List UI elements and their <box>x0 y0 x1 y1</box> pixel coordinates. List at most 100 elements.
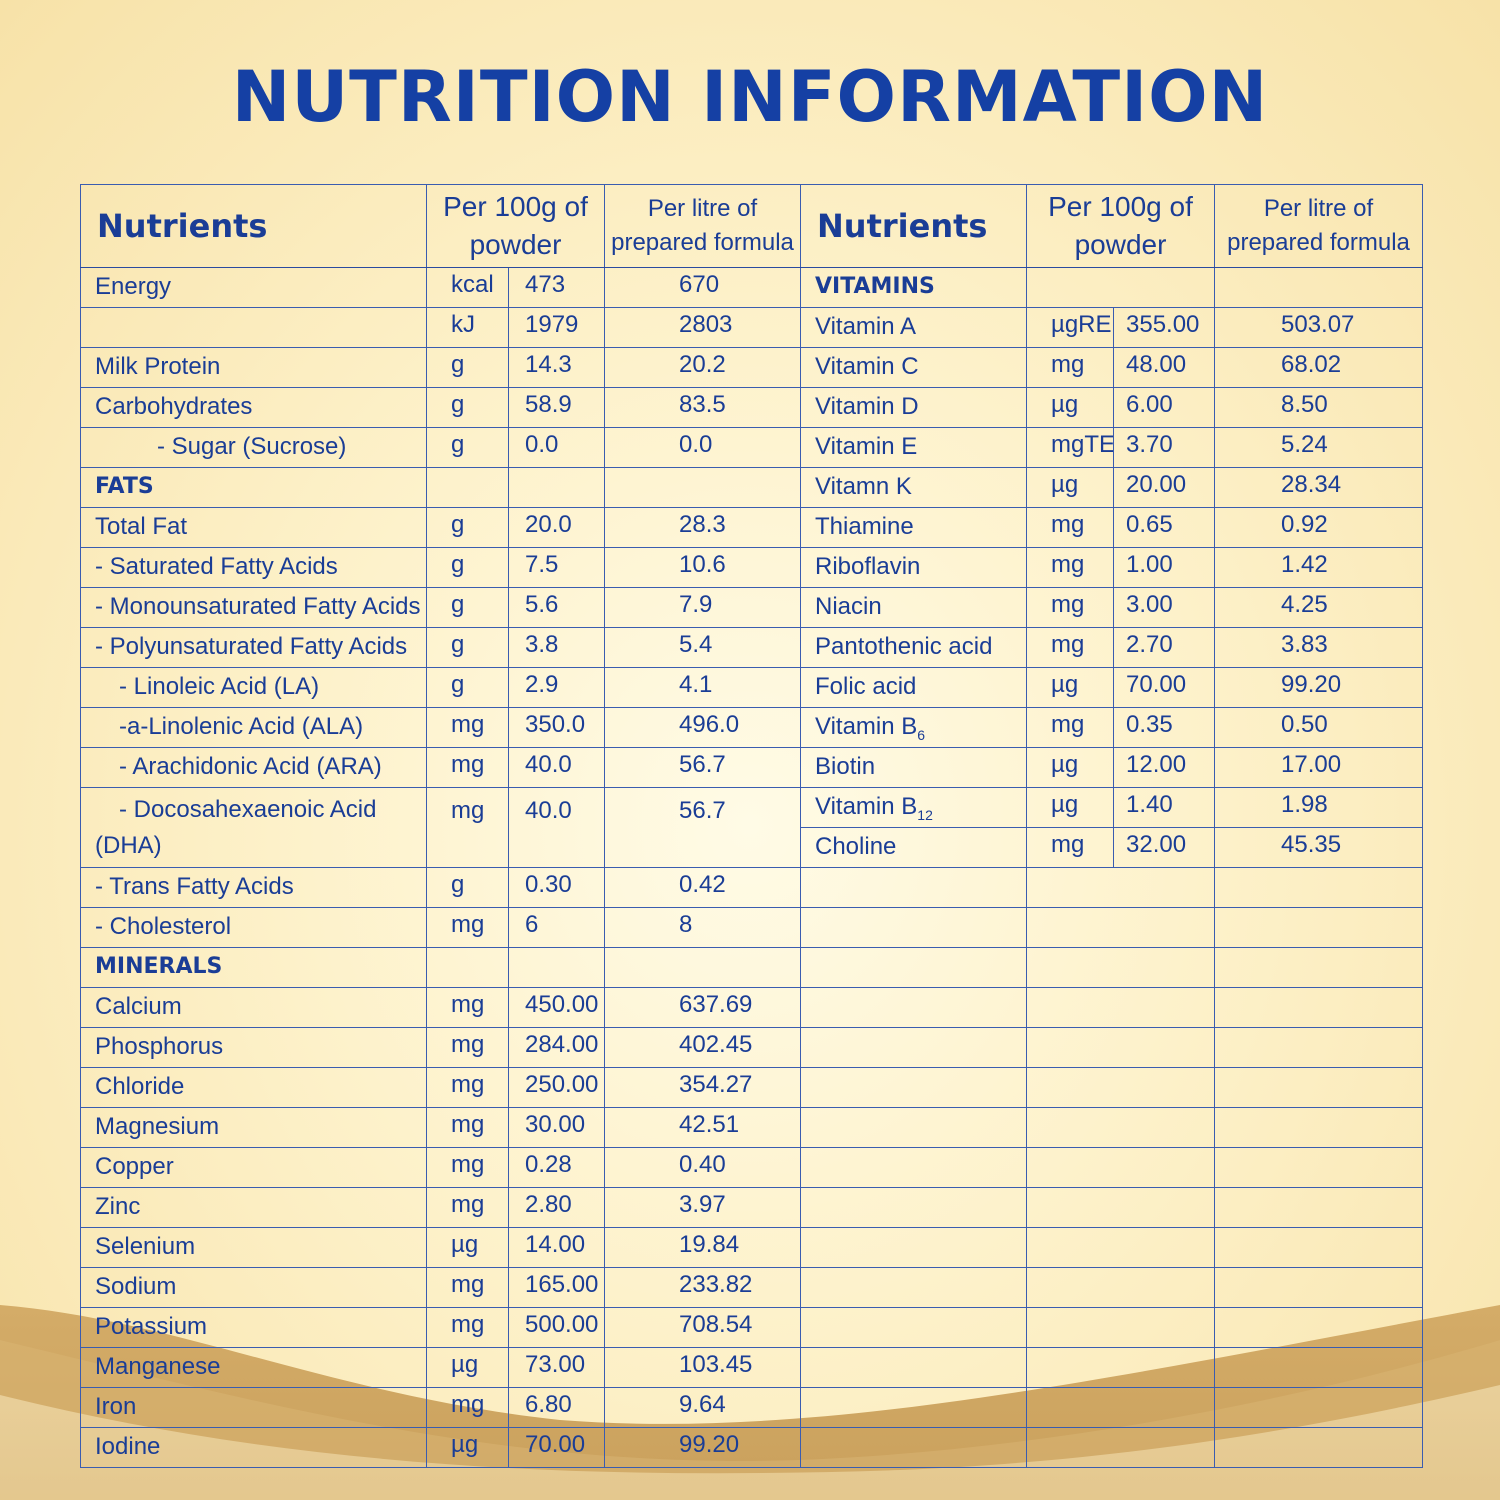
empty-cell <box>1214 1227 1423 1268</box>
nutrient-unit: g <box>426 547 509 588</box>
vitamin-perlitre: 0.50 <box>1214 707 1423 748</box>
table-row: - Monounsaturated Fatty Acids g 5.6 7.9 … <box>80 587 1423 628</box>
mineral-per100: 70.00 <box>508 1427 605 1468</box>
mineral-name: Manganese <box>80 1347 427 1388</box>
empty-cell <box>1214 1147 1423 1188</box>
table-row: FATS Vitamn K µg 20.00 28.34 <box>80 467 1423 508</box>
table-row: Sodium mg 165.00 233.82 <box>80 1267 1423 1308</box>
nutrient-unit: g <box>426 427 509 468</box>
nutrient-unit: g <box>426 667 509 708</box>
header-row: Nutrients Per 100g of powder Per litre o… <box>80 184 1423 268</box>
perlitre-value: 496.0 <box>604 707 801 748</box>
mineral-perlitre: 103.45 <box>604 1347 801 1388</box>
empty-cell <box>1214 1267 1423 1308</box>
empty-cell <box>1026 1347 1215 1388</box>
vitamin-per100: 355.00 <box>1113 307 1215 348</box>
vitamin-perlitre: 68.02 <box>1214 347 1423 388</box>
vitamin-unit: mg <box>1026 347 1114 388</box>
table-row: Copper mg 0.28 0.40 <box>80 1147 1423 1188</box>
vitamin-name: Vitamin D <box>800 387 1027 428</box>
empty-cell <box>1026 1387 1215 1428</box>
vitamin-unit: mg <box>1026 507 1114 548</box>
table-row: kJ 1979 2803 Vitamin A µgRE 355.00 503.0… <box>80 307 1423 348</box>
mineral-unit: µg <box>426 1347 509 1388</box>
mineral-per100: 14.00 <box>508 1227 605 1268</box>
nutrient-name: -a-Linolenic Acid (ALA) <box>80 707 427 748</box>
empty-cell <box>800 947 1027 988</box>
perlitre-value: 83.5 <box>604 387 801 428</box>
empty-cell <box>800 1147 1027 1188</box>
vitamin-perlitre: 503.07 <box>1214 307 1423 348</box>
header-perlitre-right: Per litre of prepared formula <box>1214 184 1423 268</box>
empty-cell <box>1214 1347 1423 1388</box>
vitamin-name: Riboflavin <box>800 547 1027 588</box>
vitamin-perlitre: 0.92 <box>1214 507 1423 548</box>
empty-cell <box>604 947 801 988</box>
vitamin-subscript: 12 <box>917 807 933 823</box>
header-perlitre-line2: prepared formula <box>1227 229 1410 256</box>
empty-cell <box>1026 1027 1215 1068</box>
header-per100-line1: Per 100g of <box>443 191 588 222</box>
empty-cell <box>1026 1427 1215 1468</box>
perlitre-value: 0.0 <box>604 427 801 468</box>
vitamin-unit: µgRE <box>1026 307 1114 348</box>
empty-cell <box>1214 1387 1423 1428</box>
mineral-unit: mg <box>426 1027 509 1068</box>
vitamin-name: Vitamn K <box>800 467 1027 508</box>
empty-cell <box>1214 947 1423 988</box>
empty-cell <box>800 907 1027 948</box>
empty-cell <box>1026 1227 1215 1268</box>
mineral-unit: mg <box>426 987 509 1028</box>
mineral-perlitre: 3.97 <box>604 1187 801 1228</box>
empty-cell <box>426 467 509 508</box>
empty-cell <box>800 1347 1027 1388</box>
nutrient-name: - Linoleic Acid (LA) <box>80 667 427 708</box>
mineral-unit: mg <box>426 1387 509 1428</box>
empty-cell <box>1214 987 1423 1028</box>
per100-value: 6 <box>508 907 605 948</box>
nutrient-unit: mg <box>426 747 509 788</box>
mineral-perlitre: 99.20 <box>604 1427 801 1468</box>
empty-cell <box>80 307 427 348</box>
empty-cell <box>1214 907 1423 948</box>
empty-cell <box>800 1387 1027 1428</box>
mineral-per100: 284.00 <box>508 1027 605 1068</box>
vitamin-perlitre: 5.24 <box>1214 427 1423 468</box>
nutrient-name: - Sugar (Sucrose) <box>80 427 427 468</box>
empty-cell <box>1214 1107 1423 1148</box>
table-row: Choline mg 32.00 45.35 <box>81 827 1423 868</box>
vitamin-name: Vitamin B12 <box>800 787 1027 828</box>
vitamin-perlitre: 28.34 <box>1214 467 1423 508</box>
per100-value: 5.6 <box>508 587 605 628</box>
perlitre-value: 2803 <box>604 307 801 348</box>
nutrient-unit: g <box>426 347 509 388</box>
vitamin-per100: 0.35 <box>1113 707 1215 748</box>
mineral-per100: 30.00 <box>508 1107 605 1148</box>
header-nutrients-left: Nutrients <box>80 184 427 268</box>
table-row: Total Fat g 20.0 28.3 Thiamine mg 0.65 0… <box>80 507 1423 548</box>
perlitre-value: 0.42 <box>604 867 801 908</box>
empty-cell <box>604 467 801 508</box>
table-row: Zinc mg 2.80 3.97 <box>80 1187 1423 1228</box>
empty-cell <box>1214 1427 1423 1468</box>
mineral-name: Zinc <box>80 1187 427 1228</box>
vitamin-subscript: 6 <box>917 727 926 743</box>
section-fats: FATS <box>80 467 427 508</box>
vitamin-perlitre: 4.25 <box>1214 587 1423 628</box>
empty-cell <box>800 1027 1027 1068</box>
perlitre-value: 20.2 <box>604 347 801 388</box>
header-perlitre-line1: Per litre of <box>1263 195 1374 222</box>
table-row: - Trans Fatty Acids g 0.30 0.42 <box>80 867 1423 908</box>
per100-value: 0.0 <box>508 427 605 468</box>
vitamin-unit: mgTE <box>1026 427 1114 468</box>
mineral-per100: 165.00 <box>508 1267 605 1308</box>
section-minerals: MINERALS <box>80 947 427 988</box>
mineral-per100: 2.80 <box>508 1187 605 1228</box>
table-row: Potassium mg 500.00 708.54 <box>80 1307 1423 1348</box>
mineral-perlitre: 402.45 <box>604 1027 801 1068</box>
per100-value: 473 <box>508 267 605 308</box>
vitamin-perlitre: 3.83 <box>1214 627 1423 668</box>
nutrient-name: - Saturated Fatty Acids <box>80 547 427 588</box>
header-per100-left: Per 100g of powder <box>426 184 605 268</box>
mineral-unit: mg <box>426 1147 509 1188</box>
